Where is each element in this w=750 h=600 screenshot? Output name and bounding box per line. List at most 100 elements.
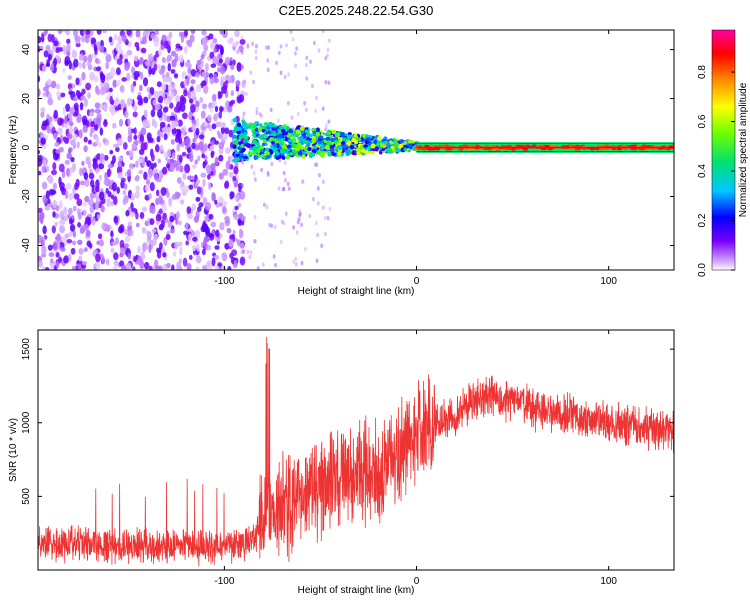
spectrogram-cell [324, 80, 328, 85]
spectrogram-cell [117, 156, 123, 162]
spectrogram-cell [221, 205, 227, 214]
spectrogram-cell [167, 63, 172, 72]
spectrogram-cell [142, 119, 148, 128]
spectrogram-cell [224, 180, 230, 189]
spectrogram-cell [187, 73, 192, 79]
spectrogram-cell [76, 141, 80, 149]
spectrogram-cell [324, 231, 327, 237]
spectrogram-cell [178, 54, 184, 63]
spectrogram-cell [62, 106, 66, 116]
spectrogram-cell [130, 83, 135, 93]
spectrogram-cell [399, 139, 404, 144]
spectrogram-cell [366, 146, 372, 150]
spectrogram-cell [531, 144, 537, 147]
spectrogram-cell [284, 211, 288, 216]
spectrogram-cell [93, 75, 99, 83]
spectrogram-cell [279, 142, 284, 146]
spectrogram-cell [48, 252, 55, 258]
spectrogram-cell [92, 160, 98, 170]
spectrogram-cell [63, 206, 68, 216]
spectrogram-cell [79, 30, 85, 36]
spectrogram-cell [178, 241, 183, 247]
spectrogram-cell [101, 256, 105, 265]
spectrogram-cell [625, 144, 631, 148]
spectrogram-cell [198, 134, 205, 140]
spectrogram-cell [218, 196, 224, 204]
spectrogram-cell [249, 70, 253, 75]
spectrogram-cell [182, 112, 188, 120]
spectrogram-cell [225, 160, 231, 170]
spectrogram-cell [308, 213, 312, 219]
spectrogram-cell [201, 103, 207, 110]
spectrogram-cell [193, 215, 200, 223]
spectrogram-cell [161, 219, 165, 229]
spectrogram-cell [333, 136, 339, 142]
spectrogram-cell [461, 144, 467, 148]
spectrogram-cell [110, 230, 114, 238]
spectrogram-cell [237, 202, 242, 208]
spectrogram-cell [252, 79, 256, 85]
spectrogram-cell [327, 80, 331, 85]
spectrogram-cell [116, 67, 121, 75]
spectrogram-cell [68, 217, 73, 225]
spectrogram-cell [127, 118, 131, 127]
spectrogram-cell [298, 145, 305, 150]
spectrogram-cell [316, 186, 320, 191]
spectrogram-cell [165, 234, 171, 240]
spectrogram-cell [201, 80, 207, 87]
spectrogram-cell [232, 230, 236, 235]
spectrogram-cell [51, 169, 57, 176]
spectrogram-cell [190, 30, 196, 35]
spectrogram-cell [197, 155, 201, 162]
spectrogram-cell [230, 90, 234, 97]
spectrogram-cell [220, 80, 225, 87]
spectrogram-cell [56, 83, 61, 90]
spectrogram-cell [298, 135, 304, 141]
spectrogram-cell [72, 133, 78, 141]
spectrogram-cell [47, 244, 53, 251]
spectrogram-cell [303, 101, 307, 106]
spectrogram-cell [205, 164, 212, 175]
spectrogram-cell [38, 260, 43, 267]
spectrogram-cell [315, 95, 318, 101]
spectrogram-cell [90, 37, 97, 45]
spectrogram-cell [72, 230, 77, 238]
spectrogram-cell [140, 127, 147, 136]
spectrogram-cell [186, 206, 192, 214]
spectrogram-cell [275, 60, 278, 66]
spectrogram-cell [386, 142, 391, 148]
spectrogram-cell [130, 192, 136, 199]
spectrogram-cell [116, 137, 123, 147]
spectrogram-cell [42, 225, 47, 235]
spectrogram-cell [156, 81, 162, 88]
spectrogram-cell [117, 160, 122, 168]
spectrogram-cell [331, 129, 337, 135]
spectrogram-cell [78, 129, 83, 139]
spectrogram-cell [136, 94, 142, 102]
spectrogram-cell [321, 179, 325, 185]
spectrogram-cell [107, 163, 114, 169]
spectrogram-cell [323, 139, 328, 144]
spectrogram-cell [112, 122, 117, 129]
spectrogram-cell [55, 252, 60, 258]
spectrogram-cell [111, 182, 118, 192]
spectrogram-cell [171, 264, 175, 270]
spectrogram-xtick-label: 0 [414, 276, 420, 287]
spectrogram-cell [68, 147, 73, 153]
spectrogram-cell [218, 111, 223, 119]
spectrogram-cell [210, 221, 217, 228]
spectrogram-cell [142, 242, 148, 251]
spectrogram-cell [42, 92, 47, 97]
spectrogram-cell [214, 140, 219, 145]
spectrogram-cell [155, 265, 160, 270]
spectrogram-cell [239, 38, 246, 45]
spectrogram-cell [41, 181, 48, 190]
spectrogram-cell [209, 77, 215, 85]
colorbar-tick-label: 0.4 [697, 164, 708, 178]
spectrogram-cell [207, 181, 212, 191]
spectrogram-cell [440, 144, 446, 147]
spectrogram-cell [66, 43, 70, 51]
spectrogram-cell [123, 228, 129, 235]
spectrogram-cell [264, 151, 271, 156]
spectrogram-cell [72, 96, 78, 102]
